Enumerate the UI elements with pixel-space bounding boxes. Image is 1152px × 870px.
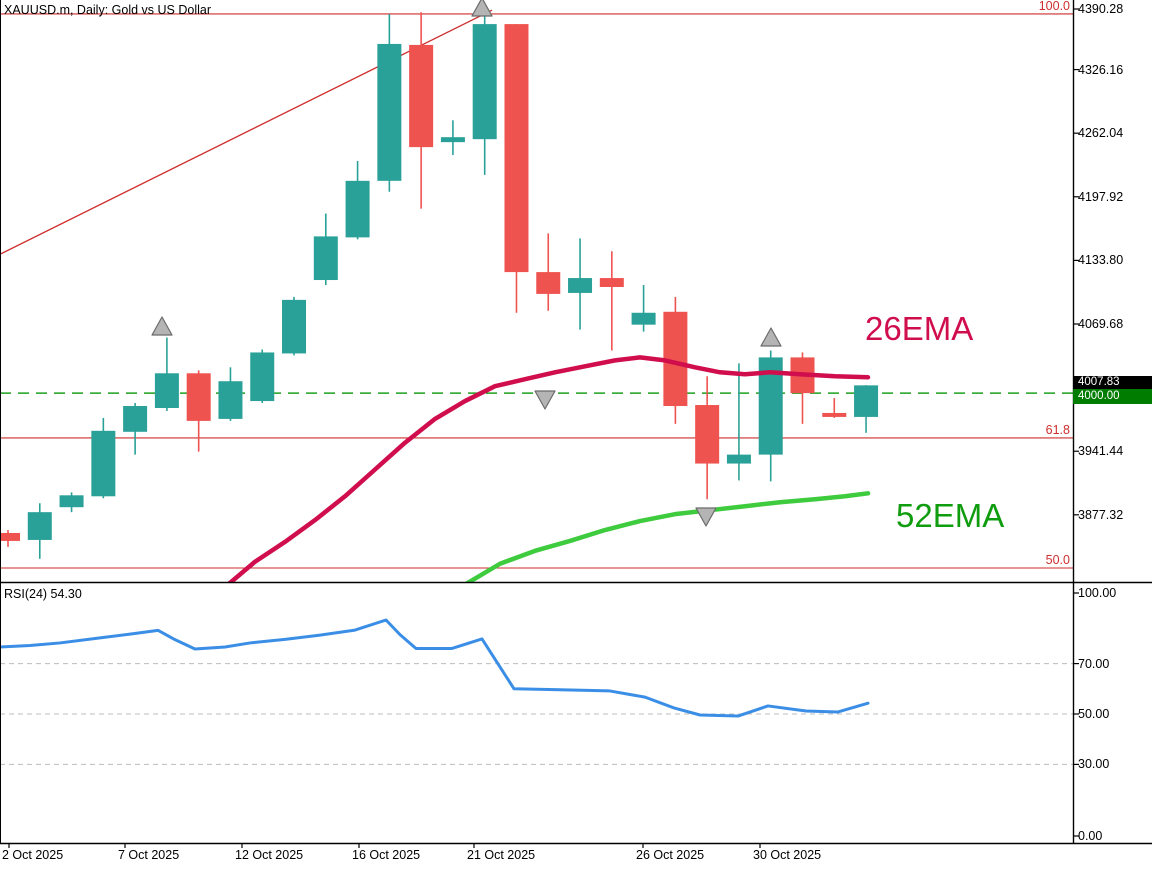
rsi-tick-label: 0.00	[1078, 829, 1103, 843]
candle-body	[123, 406, 148, 432]
candle	[345, 160, 370, 240]
candle	[631, 284, 656, 332]
round-level-price-box: 4000.00	[1073, 389, 1152, 404]
candle-body	[91, 430, 116, 497]
date-label: 16 Oct 2025	[352, 848, 421, 862]
date-label: 12 Oct 2025	[235, 848, 304, 862]
price-tick-label: 4390.28	[1078, 2, 1124, 16]
candle	[409, 12, 434, 209]
candle	[663, 296, 688, 424]
arrow-up-marker[interactable]	[471, 0, 493, 17]
candle-body	[568, 278, 593, 293]
candle-body	[695, 405, 720, 464]
candle-body	[59, 495, 84, 508]
fib-level-label: 61.8	[1045, 422, 1070, 437]
candle	[313, 213, 338, 285]
candle-body	[409, 44, 434, 148]
rsi-line	[0, 618, 870, 718]
candle	[504, 24, 529, 313]
candle	[568, 238, 593, 330]
candle	[599, 251, 624, 351]
candle-body	[27, 512, 52, 540]
candle	[91, 417, 116, 499]
price-scale-area[interactable]	[1073, 0, 1152, 843]
price-tick-label: 4069.68	[1078, 317, 1124, 331]
candle	[0, 530, 20, 547]
date-label: 26 Oct 2025	[636, 848, 705, 862]
ema52-line[interactable]	[464, 491, 871, 584]
candle-body	[282, 299, 307, 354]
price-tick-label: 4133.80	[1078, 253, 1124, 268]
main-chart-layer	[0, 0, 1073, 584]
candle-body	[472, 24, 497, 140]
candle-body	[854, 385, 879, 417]
candle	[250, 349, 275, 404]
candle-body	[345, 180, 370, 238]
candle-body	[536, 272, 561, 294]
candle-body	[218, 381, 243, 419]
candle	[218, 367, 243, 421]
candle	[726, 363, 751, 481]
candle	[695, 376, 720, 500]
fib-level-label: 50.0	[1045, 553, 1070, 567]
arrow-up-marker[interactable]	[760, 327, 782, 347]
ema52-label: 52EMA	[896, 497, 1005, 534]
candle	[854, 385, 879, 433]
price-tick-label: 3877.32	[1078, 507, 1124, 522]
candle-body	[313, 236, 338, 281]
candle-body	[250, 352, 275, 402]
candle-body	[504, 24, 529, 273]
rsi-layer	[0, 618, 1073, 765]
fib-level-label: 100.0	[1038, 0, 1070, 13]
rsi-tick-label: 30.00	[1078, 757, 1110, 772]
candle	[27, 503, 52, 559]
candle-body	[440, 137, 465, 143]
rsi-indicator-label: RSI(24) 54.30	[4, 587, 82, 601]
date-label: 7 Oct 2025	[118, 848, 180, 862]
candle-body	[377, 43, 402, 181]
ema26-label: 26EMA	[865, 310, 974, 347]
bid-price-box: 4007.83	[1073, 376, 1152, 389]
candle-body	[154, 373, 179, 409]
candle	[59, 492, 84, 513]
candle	[377, 14, 402, 192]
rsi-tick-label: 50.00	[1078, 707, 1110, 721]
chart-title: XAUUSD.m, Daily: Gold vs US Dollar	[4, 3, 211, 17]
rsi-tick-label: 70.00	[1078, 656, 1110, 671]
ema26-line[interactable]	[227, 355, 871, 584]
candle-body	[186, 373, 211, 421]
date-label: 30 Oct 2025	[753, 848, 822, 862]
time-scale-area[interactable]	[0, 843, 1152, 870]
candle	[123, 403, 148, 455]
rsi-tick-label: 100.00	[1078, 586, 1117, 600]
candle	[154, 337, 179, 411]
price-tick-label: 4262.04	[1078, 126, 1124, 141]
candle-body	[631, 312, 656, 325]
candle	[282, 296, 307, 356]
price-tick-label: 4326.16	[1078, 62, 1124, 77]
candle	[536, 233, 561, 311]
arrow-down-marker[interactable]	[534, 390, 556, 410]
date-label: 21 Oct 2025	[467, 848, 536, 862]
candle	[472, 12, 497, 175]
candle	[822, 398, 847, 418]
candle-body	[726, 454, 751, 464]
price-tick-label: 4197.92	[1078, 189, 1124, 204]
candle-body	[822, 412, 847, 417]
date-label: 2 Oct 2025	[2, 848, 64, 862]
price-tick-label: 3941.44	[1078, 444, 1124, 459]
arrow-down-marker[interactable]	[695, 507, 717, 527]
candle-body	[599, 278, 624, 287]
candle-body	[0, 532, 20, 541]
candle	[440, 120, 465, 156]
candle	[186, 370, 211, 452]
arrow-up-marker[interactable]	[151, 316, 173, 336]
